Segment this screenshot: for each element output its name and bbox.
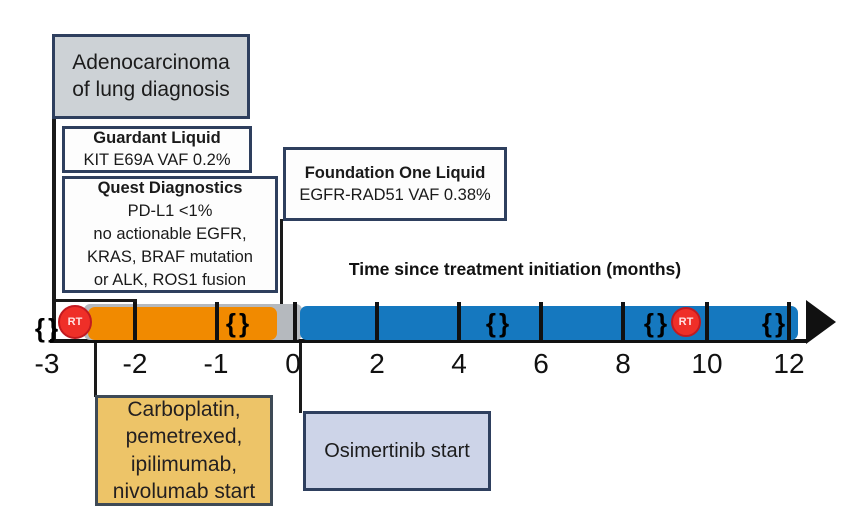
quest-test-title: Quest Diagnostics — [97, 178, 243, 197]
osimertinib-start-box: Osimertinib start — [303, 411, 491, 491]
braces-marker-1: {} — [34, 313, 62, 343]
tick-mark-neg1 — [215, 302, 219, 340]
axis-title: Time since treatment initiation (months) — [348, 259, 682, 279]
blue-bar-segment — [300, 306, 798, 340]
foundation-test-title: Foundation One Liquid — [304, 163, 486, 182]
foundation-connector-line — [280, 219, 283, 342]
axis-label-4: 4 — [451, 348, 467, 379]
rt-marker-1: RT — [58, 305, 92, 339]
timeline-arrowhead-icon — [806, 300, 836, 344]
rt-marker-2-label: RT — [678, 316, 694, 328]
diagnosis-text: Adenocarcinoma of lung diagnosis — [72, 50, 230, 101]
braces-marker-4: {} — [643, 308, 671, 338]
tick-mark-2 — [375, 302, 379, 340]
osimertinib-connector-line — [299, 342, 302, 413]
axis-label-12: 12 — [773, 348, 805, 379]
carboplatin-regimen-box: Carboplatin, pemetrexed, ipilimumab, niv… — [95, 395, 273, 506]
guardant-test-box: Guardant Liquid KIT E69A VAF 0.2% — [62, 126, 252, 173]
axis-label-8: 8 — [615, 348, 631, 379]
axis-label-10: 10 — [691, 348, 723, 379]
axis-label-neg2: -2 — [122, 348, 148, 379]
osimertinib-start-text: Osimertinib start — [324, 439, 470, 462]
diagnosis-connector-line — [52, 113, 56, 342]
tick-mark-8 — [621, 302, 625, 340]
tick-mark-0 — [293, 302, 297, 340]
carboplatin-connector-line — [94, 342, 97, 397]
foundation-test-box: Foundation One Liquid EGFR-RAD51 VAF 0.3… — [283, 147, 507, 221]
axis-label-neg3: -3 — [34, 348, 60, 379]
quest-test-result: PD-L1 <1% no actionable EGFR, KRAS, BRAF… — [87, 201, 253, 290]
braces-marker-5: {} — [761, 308, 789, 338]
orange-bar-segment — [88, 307, 277, 340]
pretreatment-bracket-line — [53, 299, 137, 302]
quest-test-box: Quest Diagnostics PD-L1 <1% no actionabl… — [62, 176, 278, 293]
timeline-axis — [50, 339, 806, 343]
guardant-test-result: KIT E69A VAF 0.2% — [83, 150, 231, 169]
tick-mark-12 — [787, 302, 791, 340]
foundation-test-result: EGFR-RAD51 VAF 0.38% — [299, 186, 491, 204]
axis-label-6: 6 — [533, 348, 549, 379]
guardant-test-title: Guardant Liquid — [93, 129, 221, 148]
axis-label-0: 0 — [285, 348, 301, 379]
tick-mark-6 — [539, 302, 543, 340]
axis-label-neg1: -1 — [203, 348, 229, 379]
braces-marker-2: {} — [225, 308, 253, 338]
axis-label-2: 2 — [369, 348, 385, 379]
tick-mark-neg2 — [133, 302, 137, 340]
diagnosis-box: Adenocarcinoma of lung diagnosis — [52, 34, 250, 119]
rt-marker-1-label: RT — [67, 316, 83, 328]
carboplatin-regimen-text: Carboplatin, pemetrexed, ipilimumab, niv… — [112, 397, 256, 503]
rt-marker-2: RT — [671, 307, 701, 337]
tick-mark-4 — [457, 302, 461, 340]
tick-mark-10 — [705, 302, 709, 340]
braces-marker-3: {} — [485, 308, 513, 338]
